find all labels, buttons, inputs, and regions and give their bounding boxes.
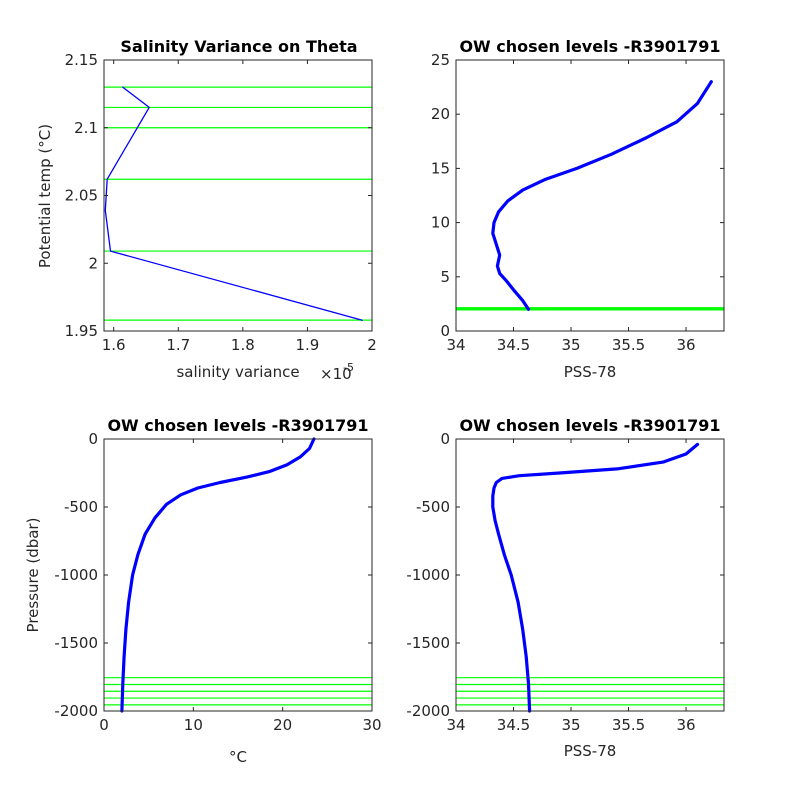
x-tick-label: 34.5 xyxy=(497,716,530,734)
x-tick-label: 34 xyxy=(446,336,465,354)
x-tick-label: 36 xyxy=(676,716,695,734)
x-exponent-base: ×10 xyxy=(320,365,352,383)
x-exponent-power: -5 xyxy=(343,361,354,374)
x-tick-label: 34.5 xyxy=(497,336,530,354)
x-axis-label: salinity variance xyxy=(176,363,299,381)
y-tick-label: -500 xyxy=(64,498,98,516)
x-tick-label: 1.6 xyxy=(102,336,126,354)
x-axis-label: °C xyxy=(229,748,247,766)
x-tick-label: 36 xyxy=(676,336,695,354)
x-tick-label: 10 xyxy=(184,716,203,734)
y-tick-label: 10 xyxy=(431,214,450,232)
x-tick-label: 2 xyxy=(367,336,377,354)
x-tick-label: 34 xyxy=(446,716,465,734)
y-tick-label: 2.15 xyxy=(65,51,98,69)
y-tick-label: 2 xyxy=(88,254,98,272)
panel-salinity-variance: Salinity Variance on Theta 1.6 1.7 1.8 1.9 2… xyxy=(36,37,377,383)
y-axis-label: Potential temp (°C) xyxy=(36,124,54,268)
y-tick-label: 15 xyxy=(431,159,450,177)
series-line xyxy=(491,80,713,311)
x-tick-label: 35 xyxy=(561,336,580,354)
panel-salinity-pressure: OW chosen levels -R3901791 34 34.5 35 35.5 3… xyxy=(406,416,725,760)
y-tick-label: -1000 xyxy=(406,566,450,584)
x-axis-label: PSS-78 xyxy=(564,363,617,381)
y-tick-label: 2.1 xyxy=(74,119,98,137)
x-tick-label: 35 xyxy=(561,716,580,734)
x-tick-label: 1.9 xyxy=(295,336,319,354)
y-tick-label: 1.95 xyxy=(65,322,98,340)
y-tick-label: -500 xyxy=(416,498,450,516)
chart-title: OW chosen levels -R3901791 xyxy=(459,37,720,56)
x-tick-label: 35.5 xyxy=(612,336,645,354)
y-tick-label: 5 xyxy=(440,268,450,286)
axes-frame xyxy=(103,59,373,332)
panel-salinity-theta: OW chosen levels -R3901791 34 34.5 35 35.5 3… xyxy=(431,37,725,381)
y-tick-label: 20 xyxy=(431,105,450,123)
y-tick-label: 2.05 xyxy=(65,187,98,205)
series-line xyxy=(491,442,700,713)
x-axis-label: PSS-78 xyxy=(564,742,617,760)
x-tick-label: 1.7 xyxy=(166,336,190,354)
y-tick-label: 0 xyxy=(88,430,98,448)
x-tick-label: 20 xyxy=(273,716,292,734)
series-line xyxy=(120,437,316,713)
y-axis-label: Pressure (dbar) xyxy=(24,518,42,633)
panel-temperature-pressure: OW chosen levels -R3901791 0 10 20 30 -2000 -… xyxy=(24,416,382,766)
x-tick-label: 30 xyxy=(362,716,381,734)
y-tick-label: -1500 xyxy=(406,634,450,652)
y-tick-label: 0 xyxy=(440,322,450,340)
y-tick-label: 0 xyxy=(440,430,450,448)
series-line xyxy=(104,86,363,321)
chart-title: OW chosen levels -R3901791 xyxy=(107,416,368,435)
y-tick-label: 25 xyxy=(431,51,450,69)
y-tick-label: -2000 xyxy=(54,702,98,720)
x-tick-label: 35.5 xyxy=(612,716,645,734)
x-tick-label: 1.8 xyxy=(231,336,255,354)
y-tick-label: -1000 xyxy=(54,566,98,584)
y-tick-label: -1500 xyxy=(54,634,98,652)
axes-frame xyxy=(455,438,725,712)
y-tick-label: -2000 xyxy=(406,702,450,720)
x-tick-label: 0 xyxy=(99,716,109,734)
axes-frame xyxy=(455,59,725,332)
chart-title: Salinity Variance on Theta xyxy=(120,37,357,56)
chart-title: OW chosen levels -R3901791 xyxy=(459,416,720,435)
